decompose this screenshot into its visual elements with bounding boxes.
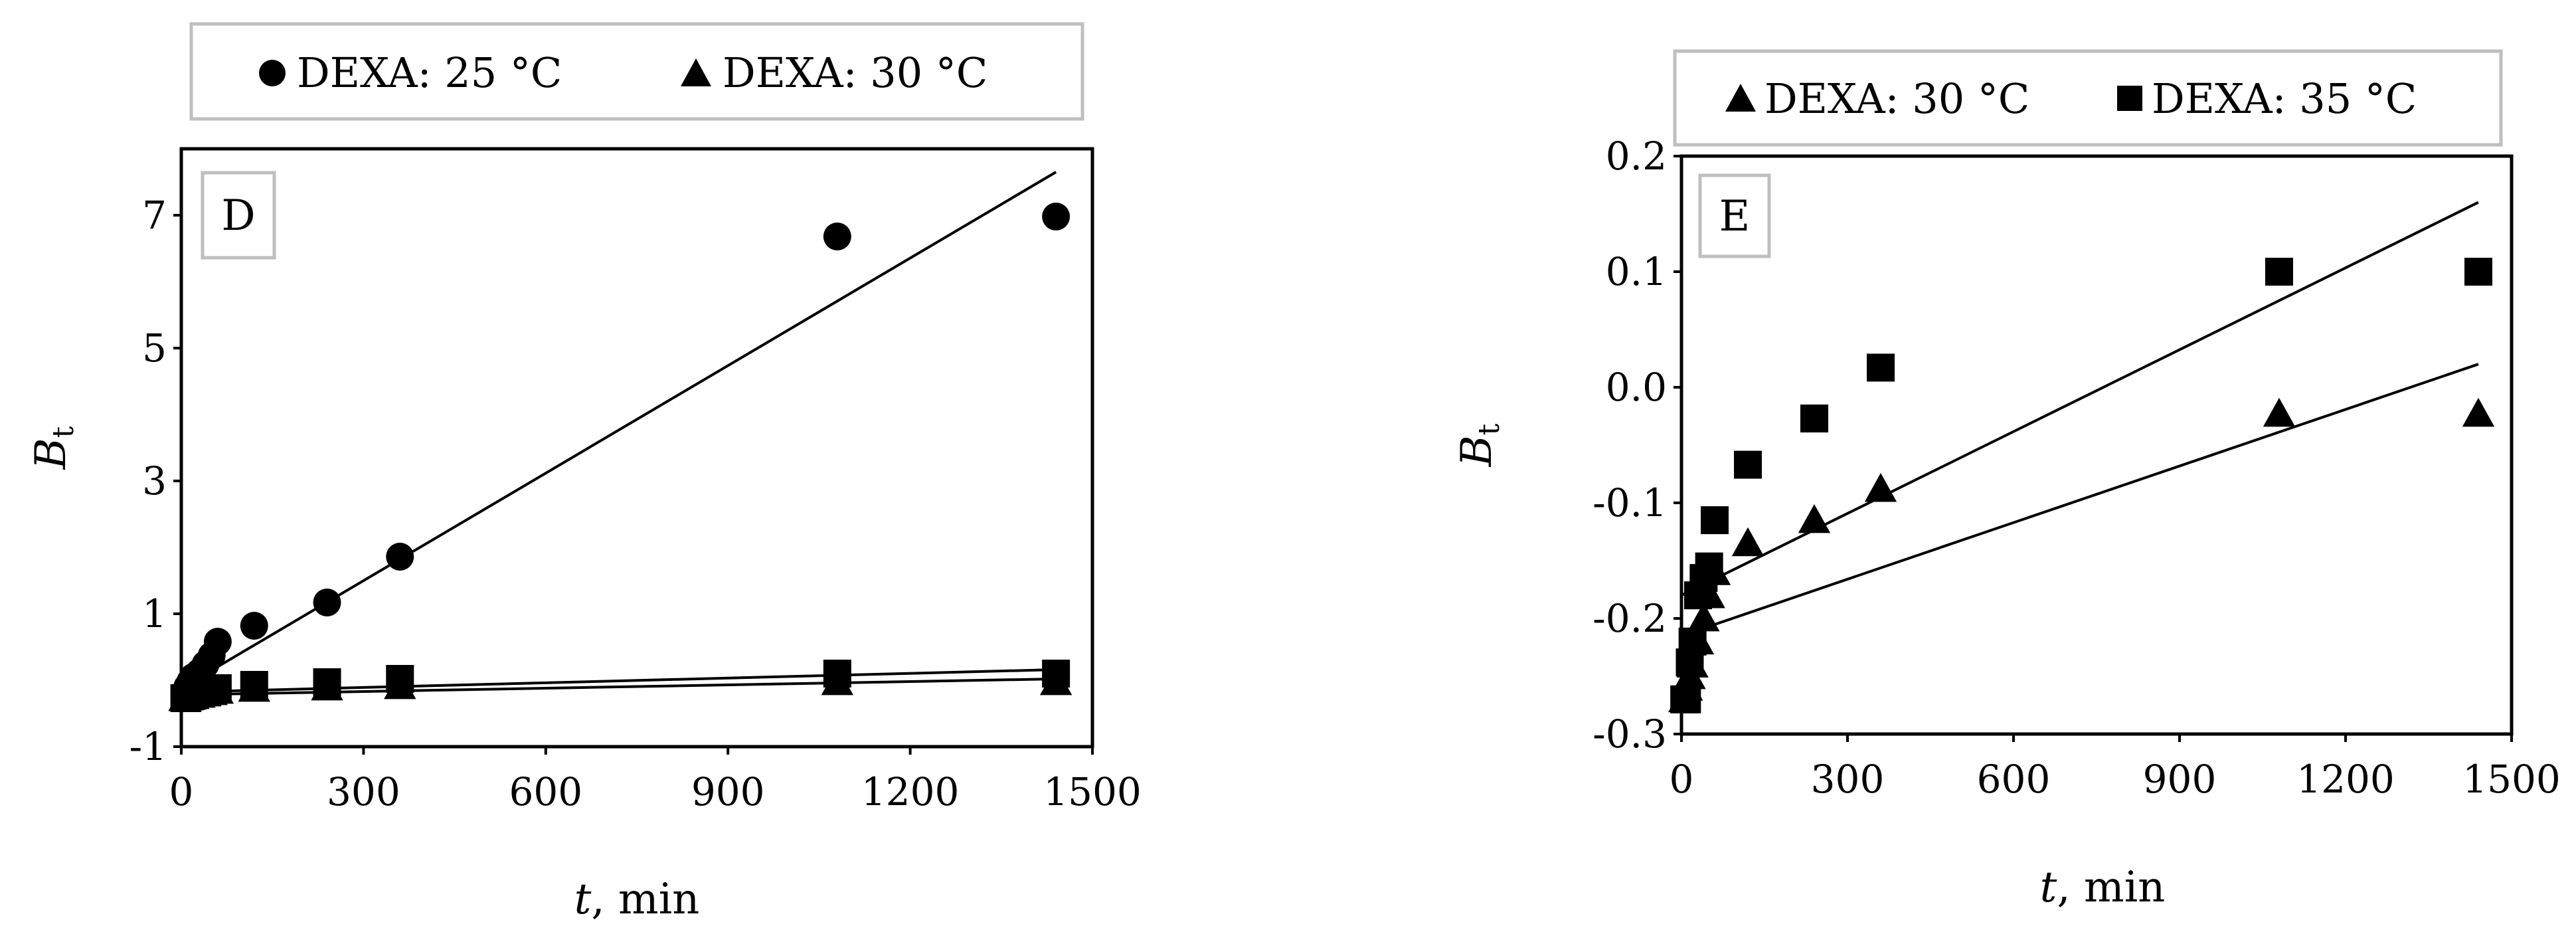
panel-e-y-axis-title-var: B [1452, 435, 1502, 467]
panel-e-y-tick-label: -0.2 [1592, 596, 1667, 641]
panel-d-series-2-point [386, 665, 414, 693]
panel-e-series-1-point [1701, 506, 1729, 535]
panel-d-y-axis-title-var: B [27, 438, 76, 470]
panel-e-y-axis-title-sub: t [1472, 423, 1506, 435]
panel-d-legend: DEXA: 25 °C DEXA: 30 °C [189, 22, 1084, 121]
panel-d-series-0-point [823, 223, 851, 250]
panel-d-legend-label-0: DEXA: 25 °C [297, 48, 562, 97]
panel-e-series-0-point [1798, 504, 1831, 533]
panel-e-legend-box [1673, 49, 2503, 147]
panel-d-series-0-point [203, 628, 232, 656]
panel-e-y-tick-label: -0.3 [1592, 711, 1667, 757]
panel-e-x-tick-label: 900 [2143, 757, 2217, 802]
panel-d-legend-box [189, 22, 1084, 121]
panel-d-label: D [221, 191, 255, 240]
panel-d-x-tick-label: 1500 [1043, 769, 1142, 814]
panel-d-series-0-point [386, 543, 414, 571]
panel-d-legend-label-1: DEXA: 30 °C [723, 48, 987, 97]
panel-e-x-axis: 0 300 600 900 1200 1500 [1670, 734, 2561, 802]
panel-d-label-box [201, 171, 276, 260]
panel-e-series-1-point [1695, 552, 1723, 581]
panel-e-x-axis-title-unit: , min [2057, 863, 2165, 912]
panel-e-y-tick-label: 0.1 [1606, 249, 1667, 294]
panel-d-series-0-point [1042, 203, 1071, 231]
panel-d-series-2-point [1042, 660, 1071, 688]
panel-e-series-1-point [1867, 353, 1895, 382]
panel-d-chart: DEXA: 25 °C DEXA: 30 °C D -1 1 3 5 7 0 300 600… [27, 22, 1142, 924]
panel-d-x-tick-label: 600 [509, 769, 582, 814]
panel-d-x-tick-label: 0 [169, 769, 194, 814]
panel-e-legend-label-1: DEXA: 35 °C [2152, 74, 2417, 123]
panel-d-y-tick-label: -1 [129, 724, 167, 769]
panel-d-series-2-point [313, 668, 341, 696]
panel-e-series-1-point [1734, 450, 1762, 479]
panel-e-series-0-point [2263, 397, 2296, 427]
panel-d-x-axis: 0 300 600 900 1200 1500 [169, 747, 1142, 814]
panel-d-x-tick-label: 1200 [861, 769, 960, 814]
panel-d-y-tick-label: 7 [142, 193, 167, 238]
panel-d-series-2-point [203, 674, 232, 702]
panel-e-x-tick-label: 600 [1977, 757, 2051, 802]
panel-e-legend-label-0: DEXA: 30 °C [1764, 74, 2029, 123]
panel-e-x-tick-label: 0 [1670, 757, 1694, 802]
panel-d-series-2-point [240, 671, 268, 699]
panel-e-series-1-point [1800, 404, 1828, 432]
panel-e-label-box [1698, 173, 1771, 258]
panel-e-series-1-point [1678, 627, 1707, 656]
panel-e-label: E [1719, 192, 1751, 241]
panel-e-y-tick-label: 0.0 [1606, 365, 1667, 410]
panel-e-series-0-point [1864, 472, 1897, 502]
panel-d-series-0-point [240, 612, 268, 640]
panel-d-x-axis-title: t, min [574, 875, 700, 924]
panel-e-series-0-point [1731, 527, 1764, 557]
panel-d-y-tick-label: 5 [142, 325, 167, 371]
panel-e-series-0-point [1687, 602, 1720, 632]
panel-e-y-tick-label: 0.2 [1606, 134, 1667, 179]
panel-d-y-axis-title-sub: t [46, 426, 80, 438]
panel-d-legend-marker-0 [259, 60, 286, 86]
panel-e-x-tick-label: 300 [1811, 757, 1885, 802]
panel-e-trendline-0 [1681, 363, 2479, 637]
panel-e-legend: DEXA: 30 °C DEXA: 35 °C [1673, 49, 2503, 147]
panel-d-series-2-point [823, 660, 851, 688]
panel-d-plot-frame [179, 147, 1094, 749]
panel-e-y-axis-title: Bt [1452, 423, 1506, 467]
panel-e-x-tick-label: 1500 [2462, 757, 2561, 802]
panel-e-series-1-point [2464, 258, 2492, 286]
panel-e-x-axis-title: t, min [2040, 863, 2166, 912]
panel-e-series-1-point [1673, 685, 1701, 713]
panel-e-legend-marker-1 [2117, 86, 2142, 111]
panel-d-x-tick-label: 300 [327, 769, 400, 814]
panel-d-x-axis-title-unit: , min [591, 875, 699, 924]
panel-d-x-tick-label: 900 [691, 769, 765, 814]
panel-e-x-axis-title-var: t [2040, 863, 2057, 912]
panel-e-y-axis: -0.3 -0.2 -0.1 0.0 0.1 0.2 [1592, 134, 1681, 757]
panel-e-x-tick-label: 1200 [2296, 757, 2395, 802]
panel-d-y-tick-label: 3 [142, 458, 167, 504]
panel-d-legend-marker-1 [681, 58, 711, 86]
panel-d-y-axis-title: Bt [27, 426, 80, 470]
panel-e-points [1668, 258, 2495, 713]
panel-d-points [168, 203, 1073, 712]
panel-e-plot-frame [1679, 154, 2514, 736]
panel-e-series-1-point [2265, 258, 2293, 286]
panel-e-series-0-point [2462, 397, 2495, 427]
panel-e-chart: DEXA: 30 °C DEXA: 35 °C E -0.3 -0.2 -0.1 0.… [1452, 49, 2561, 912]
panel-d-y-axis: -1 1 3 5 7 [129, 193, 181, 769]
panel-d-x-axis-title-var: t [574, 875, 592, 924]
panel-e-legend-marker-0 [1725, 84, 1756, 112]
panel-e-y-tick-label: -0.1 [1592, 480, 1667, 525]
panel-d-series-0-point [313, 589, 341, 616]
panel-d-y-tick-label: 1 [142, 591, 167, 636]
